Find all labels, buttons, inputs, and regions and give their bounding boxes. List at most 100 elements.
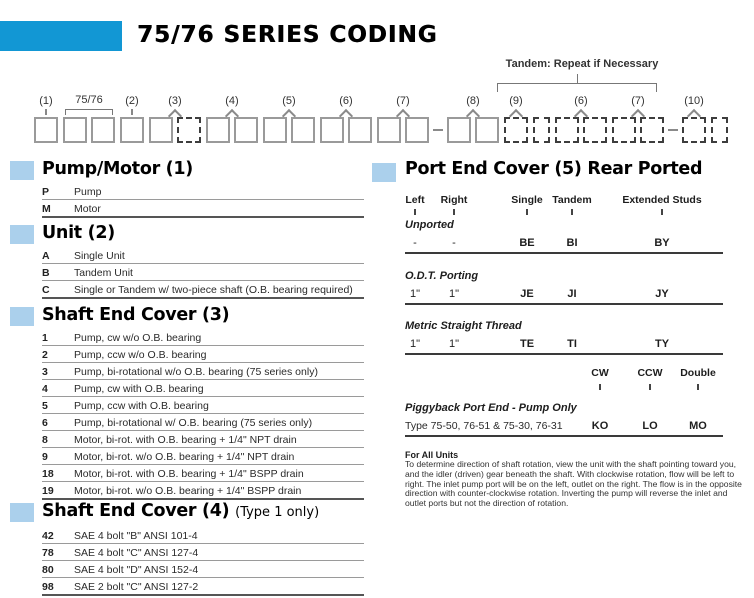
section-heading: Pump/Motor (1) <box>42 158 372 180</box>
section-shaft-end-cover-4: Shaft End Cover (4) (Type 1 only) 42 SAE… <box>0 500 372 596</box>
row-code: M <box>42 202 51 215</box>
code-box-fragment <box>533 117 539 143</box>
code-box <box>447 117 471 143</box>
table-row: M Motor <box>42 200 364 218</box>
column-tick <box>571 209 573 215</box>
table-row: P Pump <box>42 183 364 200</box>
code-box-row: (1) 75/76 (2) (3) (4) (5) (6) (7) (8) (9) (6) (7) (1… <box>34 94 728 143</box>
table-row: 5 Pump, ccw with O.B. bearing <box>42 397 364 414</box>
code-position-marker <box>65 109 113 115</box>
code-box <box>91 117 115 143</box>
code-box-pair <box>377 117 429 143</box>
code-box-pair <box>447 117 499 143</box>
code-box <box>612 117 636 143</box>
cell-tandem: BI <box>566 237 578 249</box>
group-label-metric-straight-thread: Metric Straight Thread <box>405 320 522 332</box>
code-box <box>120 117 144 143</box>
code-group-3: (3) <box>149 95 201 143</box>
code-position-marker <box>395 108 411 124</box>
code-box <box>177 117 201 143</box>
column-header-cw: CW <box>591 367 609 379</box>
column-tick <box>526 209 528 215</box>
code-group-7576: 75/76 <box>63 94 115 143</box>
code-position-label: (5) <box>282 95 296 107</box>
row-description: Motor, bi-rot. with O.B. bearing + 1/4" … <box>74 467 304 480</box>
code-position-label: (9) <box>509 95 523 107</box>
row-description: Single or Tandem w/ two-piece shaft (O.B… <box>74 283 353 296</box>
tandem-bracket <box>497 83 657 92</box>
cell-left: 1" <box>409 338 421 350</box>
note-heading: For All Units <box>405 450 459 460</box>
row-code: 2 <box>42 348 48 361</box>
section-heading: Port End Cover (5) Rear Ported <box>405 158 703 180</box>
column-tick <box>661 209 663 215</box>
code-position-label: (4) <box>225 95 239 107</box>
tick-mark <box>45 109 47 115</box>
code-table: A Single Unit B Tandem Unit C Single or … <box>42 247 364 299</box>
table-rule <box>405 435 723 437</box>
column-tick <box>453 209 455 215</box>
row-code: 80 <box>42 563 54 576</box>
heading-text: Unit (2) <box>42 223 115 243</box>
code-box <box>63 117 87 143</box>
column-header-ccw: CCW <box>637 367 663 379</box>
row-description: SAE 2 bolt "C" ANSI 127-2 <box>74 580 199 593</box>
code-box <box>640 117 664 143</box>
row-code: 4 <box>42 382 48 395</box>
code-box <box>475 117 499 143</box>
code-position-label: (3) <box>168 95 182 107</box>
code-box-pair <box>504 117 528 143</box>
tandem-note: Tandem: Repeat if Necessary <box>505 58 659 70</box>
section-heading: Shaft End Cover (4) (Type 1 only) <box>42 500 372 524</box>
table-row: B Tandem Unit <box>42 264 364 281</box>
code-position-label: (6) <box>574 95 588 107</box>
row-code: 9 <box>42 450 48 463</box>
group-label-piggyback: Piggyback Port End - Pump Only <box>405 402 577 414</box>
row-code: A <box>42 249 50 262</box>
code-box-pair <box>555 117 607 143</box>
cell-extended-studs: BY <box>654 237 670 249</box>
code-box-pair <box>320 117 372 143</box>
column-header-extended-studs: Extended Studs <box>622 194 702 206</box>
code-group-5: (5) <box>263 95 315 143</box>
row-code: 8 <box>42 433 48 446</box>
code-group-8: (8) <box>447 95 499 143</box>
column-header-tandem: Tandem <box>552 194 592 206</box>
section-marker-square <box>10 161 34 180</box>
column-header-single: Single <box>511 194 543 206</box>
code-box <box>405 117 429 143</box>
cell-extended-studs: JY <box>655 288 669 300</box>
group-label-odt-porting: O.D.T. Porting <box>405 270 479 282</box>
table-row: 19 Motor, bi-rot. w/o O.B. bearing + 1/4… <box>42 482 364 500</box>
row-code: 1 <box>42 331 48 344</box>
code-box-fragment <box>544 117 550 143</box>
section-port-end-cover: Port End Cover (5) Rear Ported Left Righ… <box>372 158 754 528</box>
tick-mark <box>131 109 133 115</box>
code-box-pair <box>120 117 144 143</box>
cell-tandem: JI <box>567 288 577 300</box>
code-box <box>555 117 579 143</box>
code-box <box>504 117 528 143</box>
column-header-right: Right <box>440 194 468 206</box>
code-position-label: (8) <box>466 95 480 107</box>
heading-text: Shaft End Cover (3) <box>42 305 230 325</box>
cell-extended-studs: TY <box>654 338 670 350</box>
row-code: 98 <box>42 580 54 593</box>
row-code: 19 <box>42 484 54 497</box>
cell-right: - <box>452 237 456 249</box>
code-group-6: (6) <box>320 95 372 143</box>
coding-diagram: Tandem: Repeat if Necessary (1) 75/76 (2)(… <box>0 56 754 160</box>
code-box <box>682 117 706 143</box>
row-description: Pump, ccw w/o O.B. bearing <box>74 348 207 361</box>
table-row: 98 SAE 2 bolt "C" ANSI 127-2 <box>42 578 364 596</box>
code-position-marker <box>573 108 589 124</box>
code-group-9: (9) <box>504 95 528 143</box>
table-row: 3 Pump, bi-rotational w/o O.B. bearing (… <box>42 363 364 380</box>
section-marker-square <box>372 163 396 182</box>
code-position-label: (10) <box>684 95 704 107</box>
row-description: Pump, bi-rotational w/o O.B. bearing (75… <box>74 365 318 378</box>
code-box-fragment <box>722 117 728 143</box>
row-code: 18 <box>42 467 54 480</box>
column-tick <box>414 209 416 215</box>
section-unit: Unit (2) A Single Unit B Tandem Unit C S… <box>0 222 372 299</box>
